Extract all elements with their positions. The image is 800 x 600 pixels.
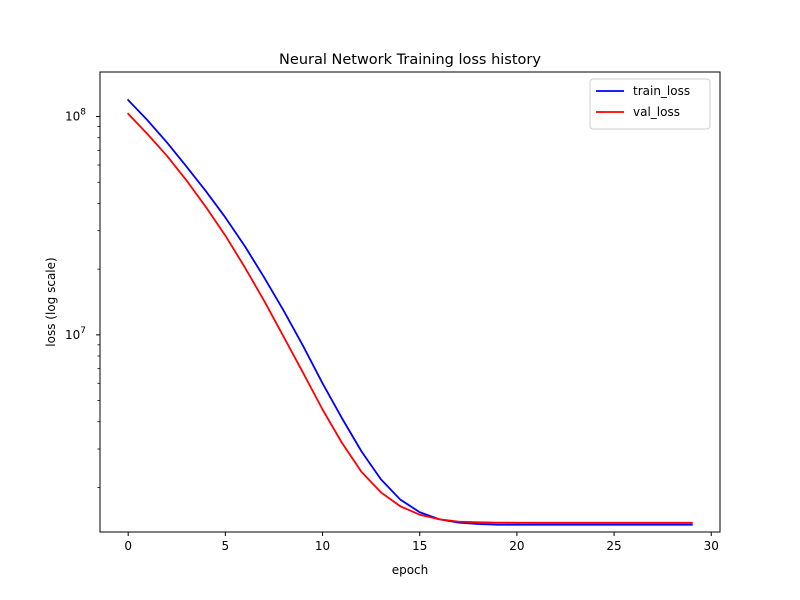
y-axis: 107 108	[65, 108, 100, 488]
x-tick-label: 5	[222, 539, 230, 553]
plot-background	[100, 72, 720, 532]
series-line-train_loss	[126, 98, 693, 526]
chart-title: Neural Network Training loss history	[279, 52, 541, 68]
x-tick-label: 25	[606, 539, 621, 553]
y-tick-label: 108	[65, 108, 86, 124]
y-axis-label: loss (log scale)	[44, 257, 58, 346]
x-axis: 0 5 10 15 20 25 30	[124, 532, 719, 553]
series-layer	[126, 98, 693, 526]
legend-label-val_loss: val_loss	[633, 105, 680, 119]
plot-area	[100, 72, 720, 532]
y-tick-label: 107	[65, 326, 86, 342]
legend: train_loss val_loss	[589, 78, 711, 130]
x-tick-label: 30	[704, 539, 719, 553]
series-line-val_loss	[126, 112, 693, 524]
x-tick-label: 0	[124, 539, 132, 553]
x-tick-label: 10	[315, 539, 330, 553]
plot-frame	[99, 71, 721, 533]
legend-label-train_loss: train_loss	[633, 84, 690, 98]
x-axis-label: epoch	[392, 563, 429, 577]
x-tick-label: 15	[412, 539, 427, 553]
x-tick-label: 20	[509, 539, 524, 553]
